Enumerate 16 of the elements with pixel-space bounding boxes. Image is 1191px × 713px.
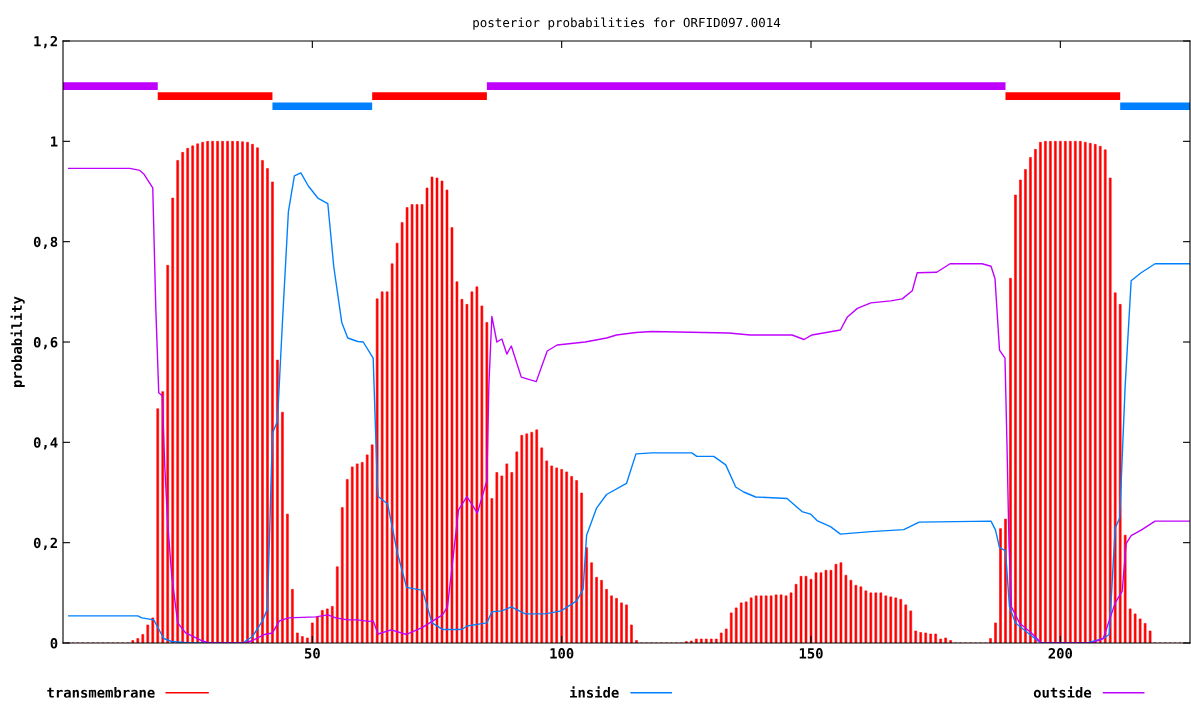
- x-tick-label: 50: [304, 648, 320, 659]
- y-tick-label: 1,2: [34, 35, 57, 49]
- x-tick-label: 200: [1048, 648, 1073, 659]
- x-tick-label: 100: [550, 648, 574, 659]
- chart-title: posterior probabilities for ORFID097.0014: [473, 17, 781, 30]
- y-axis-title: probability: [10, 296, 25, 387]
- legend-label: outside: [1033, 686, 1092, 698]
- x-tick-label: 150: [799, 648, 823, 659]
- y-tick-label: 0,2: [33, 537, 57, 550]
- legend-label: transmembrane: [47, 687, 155, 698]
- y-tick-label: 0,8: [33, 236, 58, 249]
- y-tick-label: 1: [51, 136, 58, 147]
- y-tick-label: 0: [50, 637, 58, 649]
- y-tick-label: 0,6: [33, 336, 58, 350]
- y-tick-label: 0,4: [33, 437, 58, 450]
- legend-label: inside: [570, 686, 619, 698]
